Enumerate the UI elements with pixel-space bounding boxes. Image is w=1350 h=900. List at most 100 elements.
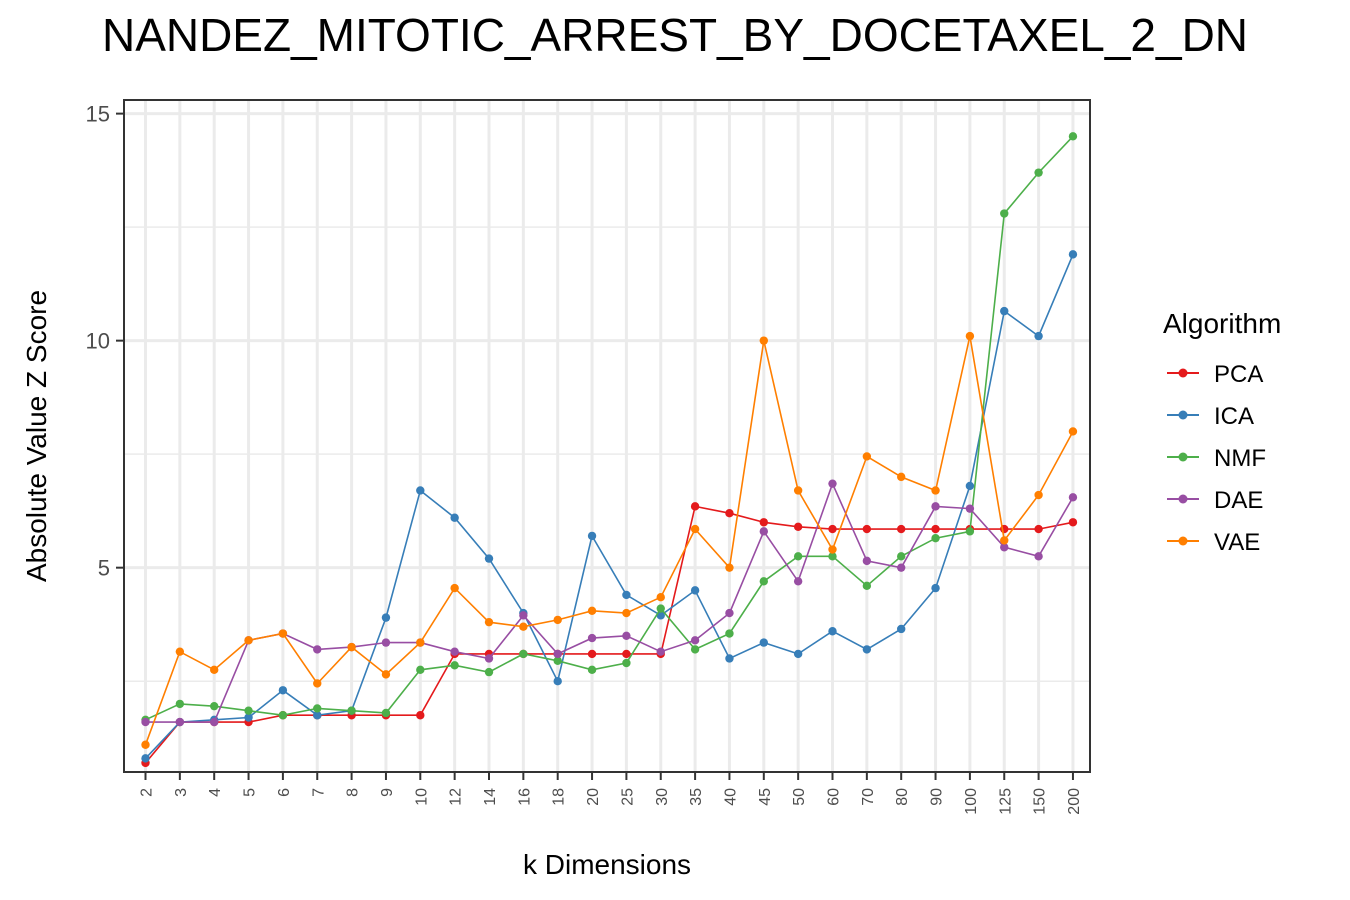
- legend-key-point-nmf: [1178, 452, 1188, 462]
- data-point-vae: [141, 740, 150, 749]
- x-tick-label: 125: [997, 788, 1014, 815]
- data-point-dae: [313, 645, 322, 654]
- data-point-vae: [313, 679, 322, 688]
- data-point-vae: [347, 642, 356, 652]
- plot-panel-border: [123, 99, 1091, 773]
- data-point-dae: [690, 636, 700, 645]
- data-point-dae: [1034, 552, 1043, 561]
- x-axis-title: k Dimensions: [523, 849, 691, 880]
- x-tick-label: 90: [929, 788, 946, 806]
- data-point-dae: [793, 577, 803, 586]
- data-point-ica: [759, 638, 768, 647]
- x-tick-label: 70: [860, 788, 877, 806]
- data-point-pca: [862, 524, 872, 534]
- data-point-vae: [862, 452, 872, 461]
- data-point-vae: [656, 592, 665, 602]
- data-point-nmf: [1068, 132, 1078, 141]
- data-point-nmf: [725, 629, 734, 638]
- data-point-ica: [828, 627, 837, 636]
- data-point-vae: [725, 563, 734, 572]
- data-point-dae: [1068, 493, 1078, 502]
- data-point-vae: [278, 629, 288, 638]
- data-point-vae: [897, 472, 906, 482]
- data-point-nmf: [1034, 168, 1043, 177]
- data-point-dae: [141, 717, 150, 727]
- legend-label-ica: ICA: [1214, 403, 1254, 430]
- data-point-nmf: [1000, 209, 1009, 218]
- data-point-ica: [484, 554, 494, 563]
- data-point-dae: [828, 479, 837, 488]
- data-point-pca: [828, 524, 837, 534]
- data-point-dae: [965, 504, 975, 513]
- data-point-vae: [759, 336, 768, 345]
- data-point-vae: [1000, 536, 1009, 545]
- data-point-nmf: [484, 667, 494, 677]
- data-point-dae: [210, 717, 219, 727]
- data-point-ica: [862, 645, 872, 654]
- data-point-vae: [210, 665, 219, 675]
- data-point-pca: [931, 524, 940, 534]
- series-layer: [141, 132, 1078, 768]
- legend-label-vae: VAE: [1214, 529, 1260, 556]
- y-axis-title: Absolute Value Z Score: [21, 290, 52, 582]
- x-tick-label: 10: [413, 788, 430, 806]
- data-point-ica: [931, 583, 940, 593]
- x-tick-label: 4: [207, 788, 224, 797]
- data-point-nmf: [862, 581, 872, 591]
- legend: Algorithm PCA ICA NMF DAE VAE: [1163, 308, 1281, 556]
- x-tick-label: 25: [619, 788, 636, 806]
- data-point-nmf: [622, 658, 631, 668]
- data-point-nmf: [244, 706, 253, 715]
- x-tick-label: 16: [516, 788, 533, 806]
- x-tick-label: 5: [242, 788, 259, 797]
- data-point-dae: [725, 608, 734, 618]
- x-tick-label: 80: [894, 788, 911, 806]
- x-tick-label: 2: [139, 788, 156, 797]
- x-tick-label: 8: [345, 788, 362, 797]
- y-tick-label: 10: [86, 329, 110, 354]
- data-point-ica: [793, 649, 803, 659]
- data-point-dae: [759, 527, 768, 536]
- x-tick-label: 45: [757, 788, 774, 806]
- data-point-vae: [553, 615, 562, 625]
- data-point-nmf: [897, 552, 906, 561]
- x-tick-label: 14: [482, 788, 499, 806]
- data-point-nmf: [553, 656, 562, 665]
- data-point-nmf: [210, 701, 219, 711]
- data-point-pca: [1068, 518, 1078, 527]
- data-point-ica: [244, 713, 253, 722]
- data-point-dae: [381, 638, 391, 647]
- data-point-vae: [1034, 490, 1043, 500]
- x-tick-label: 35: [688, 788, 705, 806]
- data-point-vae: [587, 606, 597, 616]
- data-point-dae: [862, 556, 872, 566]
- data-point-vae: [416, 638, 425, 647]
- data-point-nmf: [278, 711, 288, 720]
- data-point-vae: [450, 583, 459, 593]
- data-point-nmf: [793, 552, 803, 561]
- series-line-nmf: [145, 135, 1074, 721]
- data-point-dae: [1000, 543, 1009, 552]
- grid-lines: [124, 100, 1090, 772]
- x-tick-label: 40: [722, 788, 739, 806]
- data-point-vae: [931, 486, 940, 495]
- data-point-ica: [381, 613, 391, 622]
- x-tick-label: 50: [791, 788, 808, 806]
- y-tick-label: 15: [86, 102, 110, 127]
- data-point-dae: [897, 563, 906, 572]
- x-tick-label: 100: [963, 788, 980, 815]
- legend-label-nmf: NMF: [1214, 445, 1266, 472]
- data-point-vae: [1068, 427, 1078, 436]
- data-point-nmf: [587, 665, 597, 675]
- data-point-pca: [1034, 524, 1043, 534]
- data-point-dae: [519, 611, 528, 620]
- data-point-nmf: [965, 527, 975, 536]
- data-point-pca: [690, 502, 700, 511]
- series-line-pca: [144, 505, 1074, 764]
- x-tick-label: 60: [826, 788, 843, 806]
- data-point-ica: [450, 513, 459, 522]
- data-point-ica: [416, 486, 425, 495]
- data-point-ica: [553, 676, 562, 686]
- data-point-vae: [793, 486, 803, 495]
